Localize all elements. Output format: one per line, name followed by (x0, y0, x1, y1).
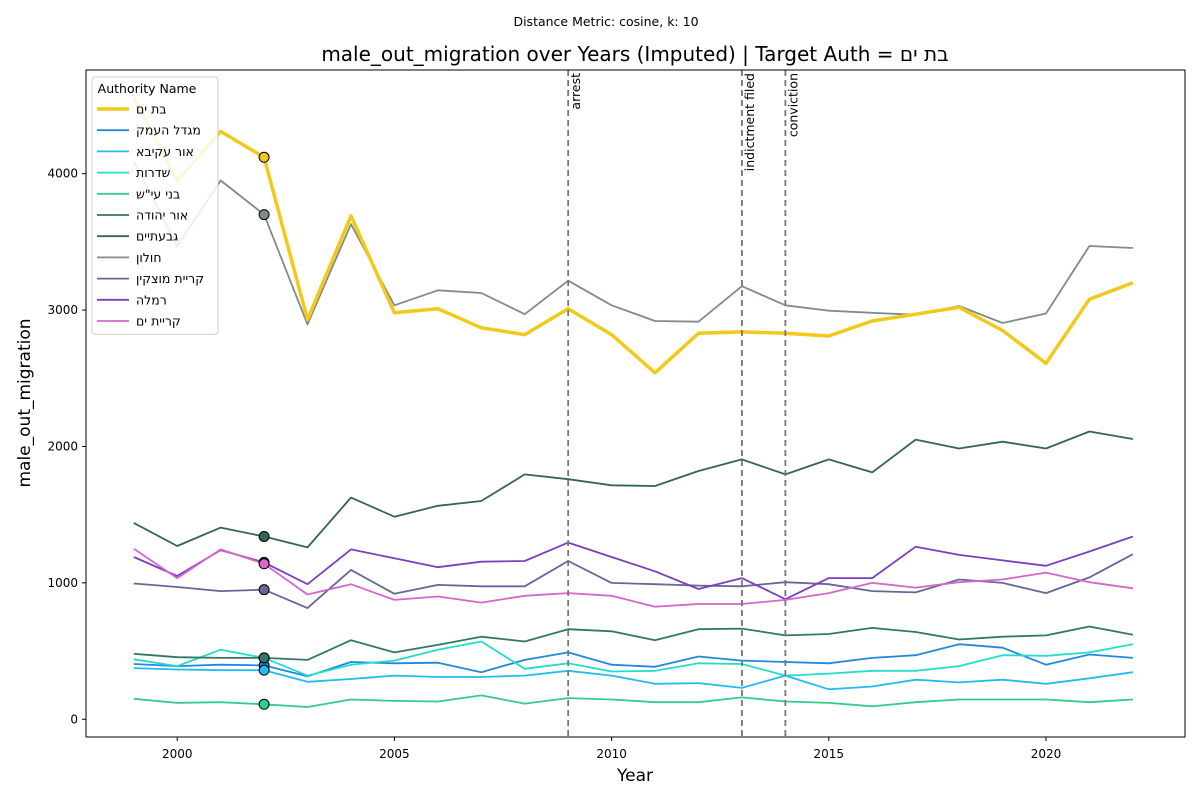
y-tick-label: 1000 (47, 576, 78, 590)
series-line (133, 430, 1134, 549)
series-line (133, 694, 1133, 708)
x-axis-label: Year (616, 766, 653, 786)
legend-title: Authority Name (98, 81, 197, 96)
series-line (133, 535, 1134, 601)
imputed-point (258, 558, 270, 570)
chart-title: male_out_migration over Years (Imputed) … (321, 42, 948, 66)
legend: Authority Name בת ים מגדל העמק אור עקיבא שדר… (91, 76, 219, 335)
legend-entry: בת ים (136, 102, 167, 117)
legend-entry: מגדל העמק (136, 123, 201, 138)
x-tick-label: 2000 (162, 747, 193, 761)
imputed-point (258, 584, 270, 596)
y-tick-label: 3000 (47, 303, 78, 317)
series-line (133, 640, 1134, 677)
legend-entry: אור יהודה (136, 208, 188, 223)
legend-entry: אור עקיבא (136, 144, 194, 159)
imputed-point (258, 698, 270, 710)
legend-entry: רמלה (136, 292, 167, 307)
y-tick-label: 4000 (47, 167, 78, 181)
legend-box (91, 76, 219, 335)
event-markers: arrest indictment filed conviction (567, 70, 800, 737)
series-line (132, 96, 1134, 375)
imputed-point (258, 652, 270, 664)
x-tick-label: 2020 (1031, 747, 1062, 761)
series-line (133, 553, 1134, 609)
y-tick-label: 2000 (47, 439, 78, 453)
imputed-point (258, 151, 270, 163)
imputed-point (258, 209, 270, 221)
legend-entry: קריית ים (136, 314, 181, 329)
series-line (133, 667, 1134, 691)
x-tick-label: 2010 (596, 747, 627, 761)
series-line (133, 643, 1133, 678)
event-label: conviction (785, 73, 800, 137)
event-label: indictment filed (742, 73, 757, 171)
y-axis-label: male_out_migration (15, 318, 35, 487)
event-label: arrest (568, 73, 583, 110)
legend-entry: קריית מוצקין (136, 271, 204, 286)
y-tick-label: 0 (70, 712, 78, 726)
plot-area-frame (85, 69, 1186, 738)
series-line (132, 160, 1133, 326)
imputed-point (258, 530, 270, 542)
axis-ticks: 2000 2005 2010 2015 2020 0 1000 2000 3000 4000 (47, 167, 1061, 761)
legend-entry: גבעתיים (136, 229, 178, 244)
series-line (133, 548, 1134, 608)
x-tick-label: 2005 (379, 747, 410, 761)
chart-suptitle: Distance Metric: cosine, k: 10 (513, 14, 698, 29)
series-line (133, 625, 1134, 661)
legend-entry: חולון (136, 250, 162, 265)
legend-entry: שדרות (136, 165, 171, 180)
series-lines (132, 96, 1134, 708)
x-tick-label: 2015 (814, 747, 845, 761)
legend-entry: בני עי"ש (136, 186, 180, 201)
imputed-point (258, 664, 270, 676)
imputed-markers (258, 151, 270, 710)
